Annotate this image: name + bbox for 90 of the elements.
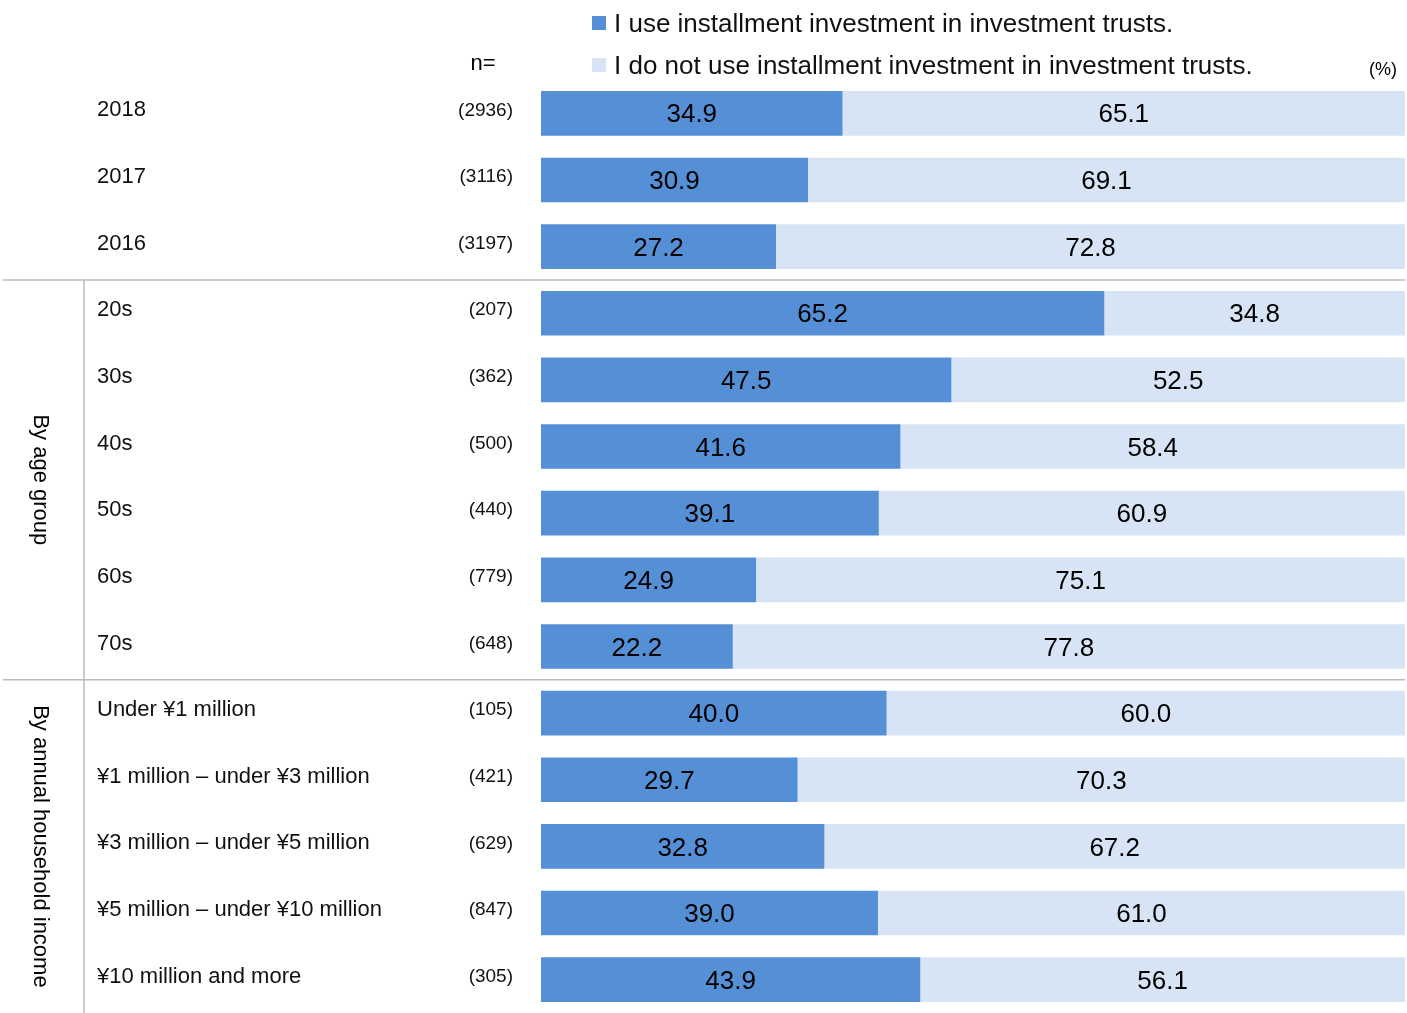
bar xyxy=(541,890,878,936)
data-label: 58.4 xyxy=(1127,431,1179,462)
y-tick-label: 40s xyxy=(97,429,133,455)
bar xyxy=(541,557,757,603)
y2-tick-label: (362) xyxy=(468,365,513,387)
y2-tick-label: (105) xyxy=(468,698,513,720)
data-label: 47.5 xyxy=(720,365,772,396)
bar xyxy=(732,624,1405,669)
data-label: 65.2 xyxy=(797,298,848,329)
data-label: 69.1 xyxy=(1081,165,1132,196)
text: n= xyxy=(470,50,496,76)
data-label: 34.9 xyxy=(666,98,718,129)
y-tick-label: 70s xyxy=(97,629,133,655)
y2-tick-label: (305) xyxy=(468,964,513,986)
data-label: 65.1 xyxy=(1098,98,1150,129)
y2-tick-label: (648) xyxy=(468,631,513,653)
data-label: 67.2 xyxy=(1089,831,1140,862)
y2-tick-label: (629) xyxy=(468,831,513,853)
y-tick-label: 20s xyxy=(97,296,133,322)
data-label: 27.2 xyxy=(633,231,684,262)
y-tick-label: 2016 xyxy=(97,229,146,255)
bar xyxy=(541,690,887,736)
y-tick-label: 50s xyxy=(97,496,133,522)
data-label: 24.9 xyxy=(623,564,674,595)
y2-tick-label: (779) xyxy=(468,565,513,587)
y2-tick-label: (2936) xyxy=(458,98,513,120)
y-tick-label: 2017 xyxy=(97,163,146,189)
data-label: 75.1 xyxy=(1055,564,1106,595)
y2-tick-label: (207) xyxy=(468,298,513,320)
y2-tick-label: (3197) xyxy=(458,231,513,253)
y2-tick-label: (847) xyxy=(468,898,513,920)
bar xyxy=(886,690,1405,736)
bar xyxy=(920,957,1405,1002)
legend-label: I do not use installment investment in investment trusts. xyxy=(614,49,1253,81)
bar xyxy=(951,357,1405,403)
data-label: 60.0 xyxy=(1120,698,1172,729)
y-tick-label: 2018 xyxy=(97,96,146,122)
data-label: 22.2 xyxy=(611,631,663,662)
data-label: 52.5 xyxy=(1152,365,1204,396)
text: By annual household income xyxy=(28,705,54,988)
data-label: 41.6 xyxy=(695,431,747,462)
bar xyxy=(756,557,1405,603)
y2-tick-label: (500) xyxy=(468,431,513,453)
bar xyxy=(541,624,733,669)
bar xyxy=(807,157,1405,203)
bar xyxy=(541,757,798,803)
bar xyxy=(776,224,1405,269)
annotation: (%) xyxy=(1369,58,1397,79)
bar xyxy=(541,957,921,1002)
y2-tick-label: (421) xyxy=(468,764,513,786)
data-label: 56.1 xyxy=(1137,964,1188,995)
y2-tick-label: (3116) xyxy=(459,165,513,187)
y-tick-label: 30s xyxy=(97,362,133,388)
bar xyxy=(541,824,825,869)
bar xyxy=(842,91,1405,136)
data-label: 40.0 xyxy=(688,698,740,729)
data-label: 43.9 xyxy=(705,964,756,995)
data-label: 70.3 xyxy=(1076,764,1127,795)
y-tick-label: ¥5 million – under ¥10 million xyxy=(96,896,382,922)
bar xyxy=(541,91,843,136)
data-label: 39.0 xyxy=(684,898,735,929)
legend-label: I use installment investment in investment trusts. xyxy=(614,7,1174,39)
bar xyxy=(797,757,1405,803)
data-label: 30.9 xyxy=(649,165,700,196)
data-label: 34.8 xyxy=(1229,298,1280,329)
y-tick-label: Under ¥1 million xyxy=(97,696,256,722)
y-tick-label: ¥3 million – under ¥5 million xyxy=(96,829,370,855)
bar xyxy=(541,157,808,203)
bar xyxy=(541,290,1105,336)
data-label: 32.8 xyxy=(657,831,708,862)
bar xyxy=(1104,290,1405,336)
y-tick-label: ¥10 million and more xyxy=(96,962,302,988)
y-tick-label: 60s xyxy=(97,562,133,588)
data-label: 72.8 xyxy=(1065,231,1116,262)
y-tick-label: ¥1 million – under ¥3 million xyxy=(96,762,370,788)
bar xyxy=(878,490,1405,536)
text: By age group xyxy=(28,414,54,546)
data-label: 60.9 xyxy=(1116,498,1168,529)
data-label: 77.8 xyxy=(1043,631,1095,662)
data-label: 29.7 xyxy=(644,764,695,795)
bar xyxy=(541,490,879,536)
bar xyxy=(541,224,777,269)
data-label: 61.0 xyxy=(1116,898,1167,929)
bar xyxy=(541,357,952,403)
bar xyxy=(824,824,1405,869)
y2-tick-label: (440) xyxy=(468,498,513,520)
data-label: 39.1 xyxy=(684,498,736,529)
bar xyxy=(541,424,901,469)
bar xyxy=(877,890,1405,936)
bar xyxy=(900,424,1405,469)
